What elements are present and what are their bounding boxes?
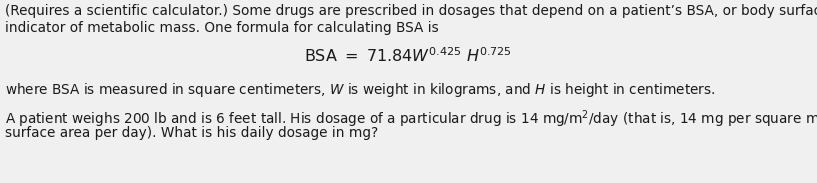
Text: where BSA is measured in square centimeters, $\mathit{W}$ is weight in kilograms: where BSA is measured in square centimet… [5, 81, 716, 99]
Text: surface area per day). What is his daily dosage in mg?: surface area per day). What is his daily… [5, 126, 378, 140]
Text: $\mathrm{BSA}\ =\ 71.84\mathit{W}^{0.425}\ \mathit{H}^{0.725}$: $\mathrm{BSA}\ =\ 71.84\mathit{W}^{0.425… [304, 46, 511, 65]
Text: (Requires a scientific calculator.) Some drugs are prescribed in dosages that de: (Requires a scientific calculator.) Some… [5, 4, 817, 18]
Text: indicator of metabolic mass. One formula for calculating BSA is: indicator of metabolic mass. One formula… [5, 21, 439, 35]
Text: A patient weighs 200 lb and is 6 feet tall. His dosage of a particular drug is 1: A patient weighs 200 lb and is 6 feet ta… [5, 108, 817, 130]
